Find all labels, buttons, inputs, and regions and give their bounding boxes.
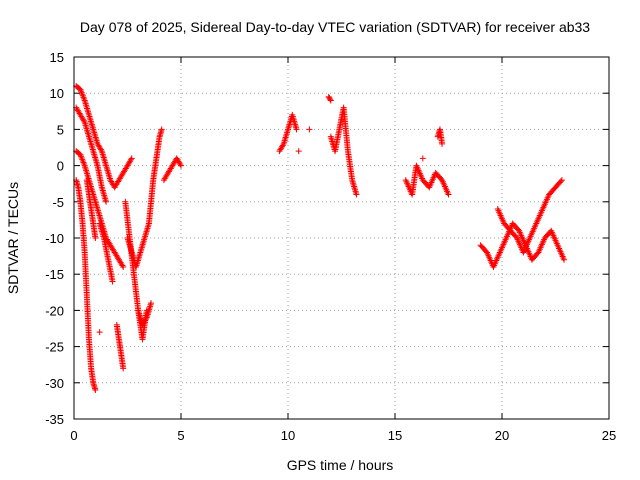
chart-title: Day 078 of 2025, Sidereal Day-to-day VTE… bbox=[80, 19, 590, 35]
data-point bbox=[96, 329, 103, 336]
y-tick-label: -15 bbox=[45, 267, 64, 282]
y-tick-label: -30 bbox=[45, 376, 64, 391]
data-point bbox=[419, 155, 426, 162]
data-point bbox=[306, 126, 313, 133]
y-tick-label: -25 bbox=[45, 340, 64, 355]
data-point bbox=[295, 148, 302, 155]
data-point bbox=[439, 140, 446, 147]
data-point bbox=[109, 278, 116, 285]
x-tick-label: 15 bbox=[388, 428, 402, 443]
x-tick-label: 0 bbox=[70, 428, 77, 443]
data-point bbox=[92, 235, 99, 241]
grid bbox=[74, 57, 609, 419]
y-tick-label: -10 bbox=[45, 231, 64, 246]
data-point bbox=[80, 117, 87, 124]
x-axis-label: GPS time / hours bbox=[287, 457, 394, 473]
data-point bbox=[445, 191, 452, 198]
data-point bbox=[142, 316, 149, 323]
data-point bbox=[178, 162, 184, 169]
y-tick-label: -20 bbox=[45, 303, 64, 318]
data-point bbox=[327, 97, 334, 104]
data-point bbox=[103, 198, 110, 205]
y-tick-label: 5 bbox=[57, 122, 64, 137]
data-point bbox=[177, 161, 184, 168]
data-points bbox=[73, 82, 568, 394]
x-tick-label: 25 bbox=[602, 428, 616, 443]
data-point bbox=[97, 146, 104, 153]
y-tick-label: -5 bbox=[52, 195, 64, 210]
x-tick-label: 10 bbox=[281, 428, 295, 443]
data-point bbox=[561, 256, 568, 263]
data-point bbox=[92, 387, 99, 394]
data-point bbox=[127, 156, 134, 163]
plot-frame bbox=[73, 56, 610, 420]
data-point bbox=[327, 96, 334, 103]
data-point bbox=[120, 365, 127, 372]
x-tick-label: 20 bbox=[495, 428, 509, 443]
data-point bbox=[557, 178, 564, 185]
data-point bbox=[558, 177, 565, 184]
y-tick-label: 15 bbox=[50, 50, 64, 65]
data-point bbox=[353, 191, 360, 198]
data-point bbox=[279, 142, 286, 149]
data-point bbox=[120, 263, 127, 270]
y-axis-label: SDTVAR / TECUs bbox=[5, 182, 21, 294]
y-tick-label: 0 bbox=[57, 159, 64, 174]
data-point bbox=[119, 262, 126, 269]
y-tick-label: -35 bbox=[45, 412, 64, 427]
data-point bbox=[293, 126, 300, 133]
data-point bbox=[158, 126, 165, 133]
data-point bbox=[148, 300, 155, 307]
data-point bbox=[128, 155, 135, 162]
x-tick-label: 5 bbox=[177, 428, 184, 443]
y-tick-label: 10 bbox=[50, 86, 64, 101]
